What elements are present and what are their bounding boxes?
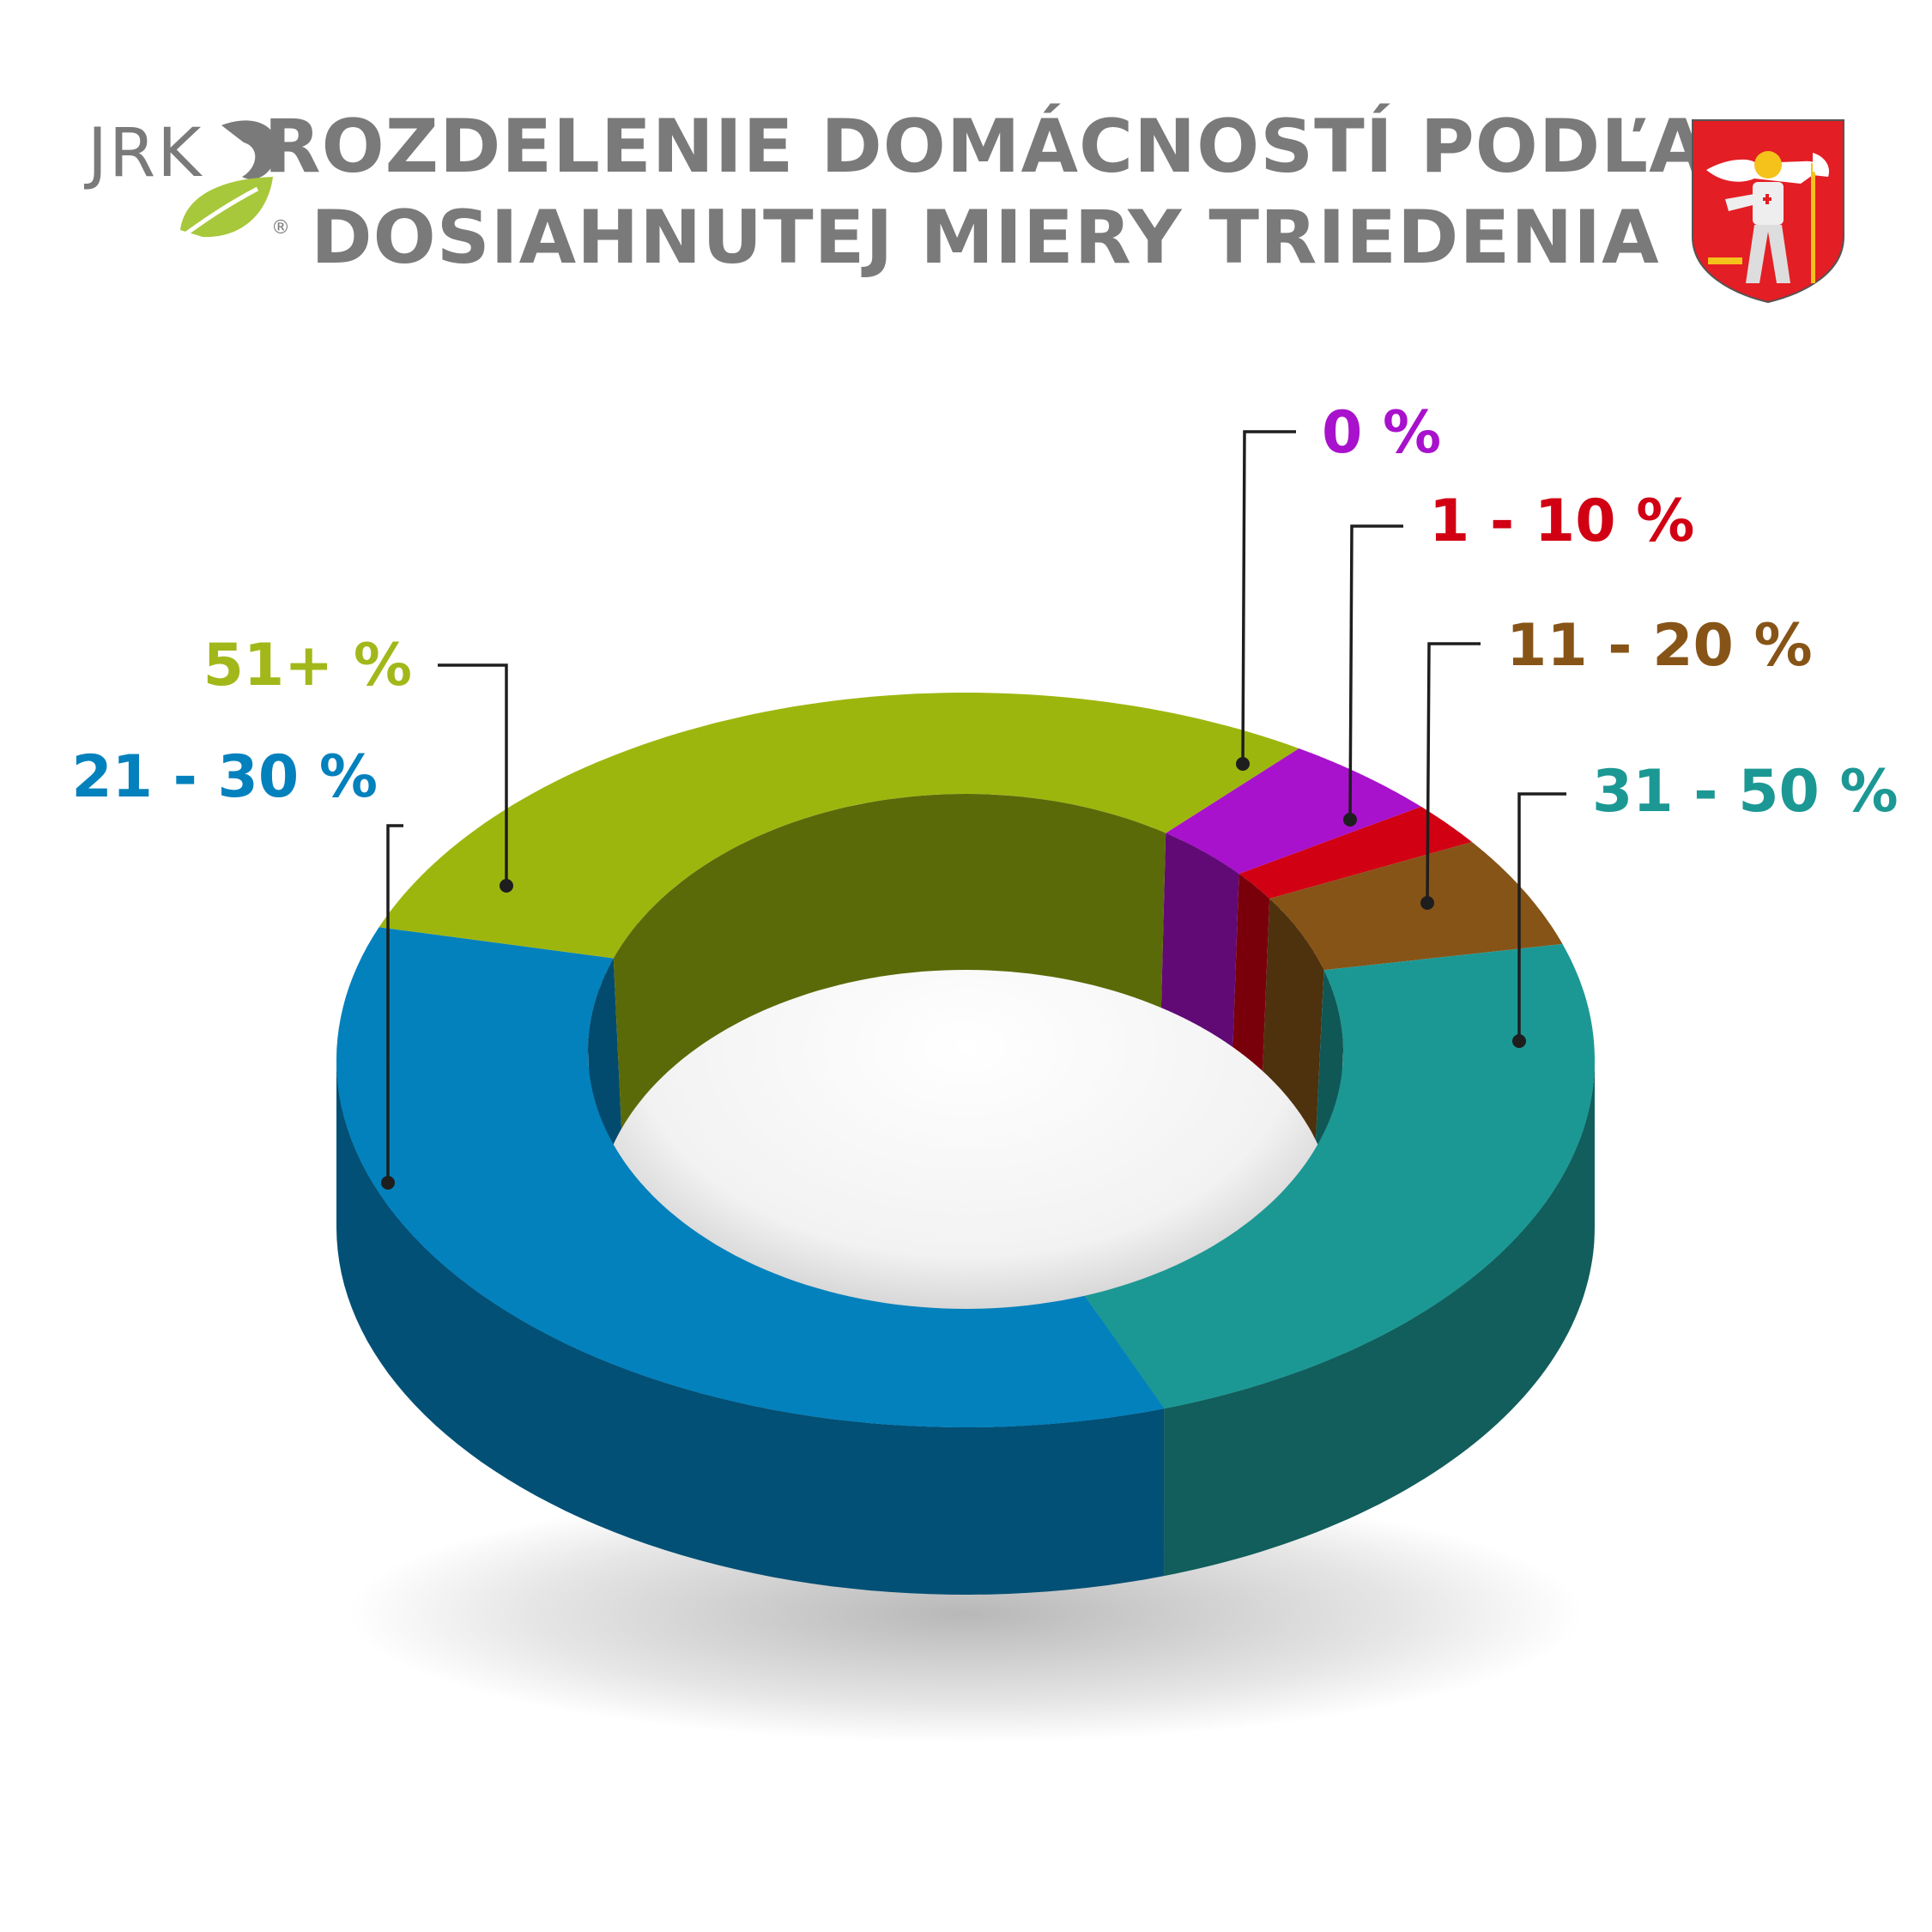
slice-top xyxy=(379,693,1299,959)
registered-mark: ® xyxy=(271,217,290,239)
page-title-line2: DOSIAHNUTEJ MIERY TRIEDENIA xyxy=(311,195,1659,281)
leader-dot xyxy=(500,879,513,893)
slice-top-front xyxy=(336,1051,1165,1427)
slice-label: 1 - 10 % xyxy=(1429,488,1694,555)
logo-text: JRK xyxy=(83,115,203,192)
inner-wall-segment xyxy=(1160,833,1239,1047)
leader-dot xyxy=(1512,1034,1526,1048)
leader-line xyxy=(1348,524,1403,821)
slice-label: 31 - 50 % xyxy=(1592,758,1899,826)
leader-dot xyxy=(381,1176,395,1190)
outer-wall-segment xyxy=(336,1060,1165,1595)
donut-inner-wall xyxy=(336,794,1595,1427)
leader-line xyxy=(1426,642,1481,904)
slice-label: 21 - 30 % xyxy=(71,743,378,811)
donut-outer-wall xyxy=(336,1060,1595,1595)
header-title: ROZDELENIE DOMÁCNOSTÍ PODĽA DOSIAHNUTEJ … xyxy=(263,103,1706,281)
leaf-stem-icon xyxy=(173,186,259,244)
slice-top-front xyxy=(1084,1051,1595,1409)
inner-wall-segment xyxy=(1232,874,1270,1071)
slice-top xyxy=(1166,748,1421,875)
slice-top xyxy=(1239,806,1472,899)
slice-labels: 0 % 1 - 10 % 11 - 20 % 31 - 50 % 21 - 30 % 51… xyxy=(71,399,1899,1190)
leader-line xyxy=(438,663,508,886)
slice-label: 0 % xyxy=(1322,399,1441,467)
inner-wall-segment xyxy=(613,794,1166,1130)
leader-dot xyxy=(1343,813,1357,827)
outer-wall-segment xyxy=(1164,1060,1595,1577)
inner-wall-segment xyxy=(1263,899,1324,1141)
leader-dot xyxy=(1420,896,1434,910)
slice-top xyxy=(1269,842,1563,971)
leader-dot xyxy=(1236,757,1250,771)
leader-line xyxy=(386,824,403,1183)
leader-line xyxy=(1517,792,1566,1041)
jrk-logo: JRK ® xyxy=(83,115,290,244)
chart-shadow xyxy=(348,1485,1584,1742)
slice-label: 11 - 20 % xyxy=(1506,612,1813,680)
logo-swoosh-icon xyxy=(221,120,278,179)
slice-label: 51+ % xyxy=(203,632,412,700)
coat-of-arms-icon xyxy=(1692,119,1844,304)
leader-line xyxy=(1241,430,1296,765)
page-title-line1: ROZDELENIE DOMÁCNOSTÍ PODĽA xyxy=(263,103,1706,190)
